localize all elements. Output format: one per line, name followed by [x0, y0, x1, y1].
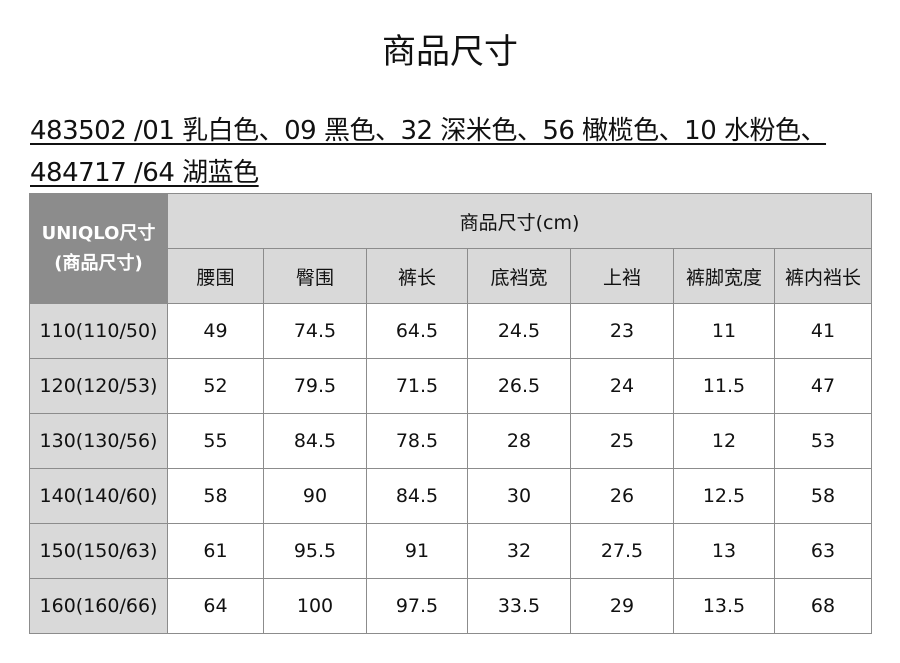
table-row: 150(150/63) 61 95.5 91 32 27.5 13 63 — [29, 523, 873, 579]
group-header: 商品尺寸(cm) — [166, 193, 873, 249]
measurement-cell: 11 — [673, 303, 775, 359]
size-cell: 120(120/53) — [29, 358, 168, 414]
table-row: 130(130/56) 55 84.5 78.5 28 25 12 53 — [29, 413, 873, 469]
measurement-cell: 71.5 — [366, 358, 468, 414]
measurement-cell: 12.5 — [673, 468, 775, 524]
measurement-cell: 100 — [263, 578, 367, 634]
product-colors-heading: 483502 /01 乳白色、09 黑色、32 深米色、56 橄榄色、10 水粉… — [30, 116, 827, 188]
measurement-cell: 24.5 — [467, 303, 571, 359]
measurement-cell: 74.5 — [263, 303, 367, 359]
measurement-cell: 25 — [570, 413, 674, 469]
size-table: UNIQLO尺寸 (商品尺寸) 商品尺寸(cm) 腰围 臀围 裤长 底裆宽 上裆 裤脚宽度裤… — [29, 193, 873, 634]
measurement-cell: 30 — [467, 468, 571, 524]
measurement-cell: 53 — [773, 413, 873, 469]
measurement-cell: 84.5 — [366, 468, 468, 524]
column-header: 腰围 — [167, 248, 264, 304]
measurement-cell: 90 — [263, 468, 367, 524]
column-header: 裤长 — [366, 248, 468, 304]
measurement-cell: 95.5 — [263, 523, 367, 579]
column-header: 裤脚宽度 — [673, 248, 775, 304]
table-row: 120(120/53) 52 79.5 71.5 26.5 24 11.5 47 — [29, 358, 873, 414]
size-column-header: UNIQLO尺寸 (商品尺寸) — [29, 193, 168, 304]
column-header: 裤内裆长 — [773, 248, 873, 304]
measurement-cell: 49 — [167, 303, 264, 359]
page-title: 商品尺寸 — [382, 32, 518, 72]
measurement-cell: 27.5 — [570, 523, 674, 579]
measurement-cell: 23 — [570, 303, 674, 359]
measurement-cell: 64.5 — [366, 303, 468, 359]
column-header: 上裆 — [570, 248, 674, 304]
measurement-cell: 33.5 — [467, 578, 571, 634]
measurement-cell: 63 — [773, 523, 873, 579]
measurement-cell: 28 — [467, 413, 571, 469]
measurement-cell: 68 — [773, 578, 873, 634]
measurement-cell: 78.5 — [366, 413, 468, 469]
measurement-cell: 13.5 — [673, 578, 775, 634]
corner-line1: UNIQLO尺寸 — [41, 222, 156, 244]
measurement-cell: 13 — [673, 523, 775, 579]
measurement-cell: 26.5 — [467, 358, 571, 414]
measurement-cell: 97.5 — [366, 578, 468, 634]
measurement-cell: 32 — [467, 523, 571, 579]
measurement-cell: 84.5 — [263, 413, 367, 469]
measurement-cell: 12 — [673, 413, 775, 469]
size-cell: 160(160/66) — [29, 578, 168, 634]
corner-line2: (商品尺寸) — [54, 252, 143, 274]
measurement-cell: 55 — [167, 413, 264, 469]
measurement-cell: 24 — [570, 358, 674, 414]
table-row: 110(110/50) 49 74.5 64.5 24.5 23 11 41 — [29, 303, 873, 359]
measurement-cell: 26 — [570, 468, 674, 524]
column-header: 底裆宽 — [467, 248, 571, 304]
size-cell: 110(110/50) — [29, 303, 168, 359]
measurement-cell: 79.5 — [263, 358, 367, 414]
column-header: 臀围 — [263, 248, 367, 304]
measurement-cell: 61 — [167, 523, 264, 579]
measurement-cell: 64 — [167, 578, 264, 634]
measurement-cell: 29 — [570, 578, 674, 634]
measurement-cell: 58 — [773, 468, 873, 524]
measurement-cell: 41 — [773, 303, 873, 359]
measurement-cell: 52 — [167, 358, 264, 414]
size-cell: 130(130/56) — [29, 413, 168, 469]
size-cell: 150(150/63) — [29, 523, 168, 579]
measurement-cell: 58 — [167, 468, 264, 524]
measurement-cell: 47 — [773, 358, 873, 414]
measurement-cell: 91 — [366, 523, 468, 579]
table-row: 160(160/66) 64 100 97.5 33.5 29 13.5 68 — [29, 578, 873, 634]
measurement-cell: 11.5 — [673, 358, 775, 414]
size-cell: 140(140/60) — [29, 468, 168, 524]
table-row: 140(140/60) 58 90 84.5 30 26 12.5 58 — [29, 468, 873, 524]
